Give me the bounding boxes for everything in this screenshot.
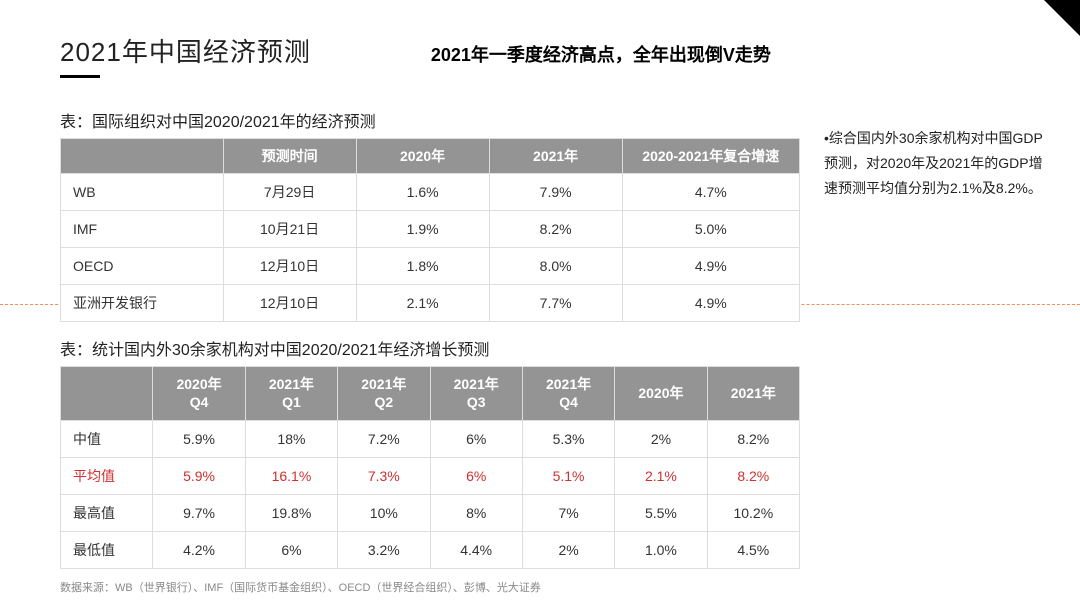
table-cell: 7.7% (489, 285, 622, 322)
table-cell: 6% (430, 457, 522, 494)
table-cell: 9.7% (153, 494, 245, 531)
main-row: 表：国际组织对中国2020/2021年的经济预测 预测时间 2020年 2021… (60, 94, 1040, 595)
table-cell: 4.5% (707, 531, 799, 568)
table-cell: 4.4% (430, 531, 522, 568)
table-cell: 2.1% (356, 285, 489, 322)
table-cell: WB (61, 174, 224, 211)
table-cell: 5.9% (153, 457, 245, 494)
table-cell: 10% (338, 494, 430, 531)
table-cell: IMF (61, 211, 224, 248)
table-cell: 19.8% (245, 494, 337, 531)
table-cell: 中值 (61, 420, 153, 457)
table-cell: 1.9% (356, 211, 489, 248)
table-cell: 6% (430, 420, 522, 457)
table-cell: 7.2% (338, 420, 430, 457)
table-cell: 18% (245, 420, 337, 457)
table-row: 最低值4.2%6%3.2%4.4%2%1.0%4.5% (61, 531, 800, 568)
table-cell: 10月21日 (223, 211, 356, 248)
page-title: 2021年中国经济预测 (60, 32, 311, 69)
table-cell: 7.9% (489, 174, 622, 211)
table1-col-3: 2021年 (489, 139, 622, 174)
table1-body: WB7月29日1.6%7.9%4.7%IMF10月21日1.9%8.2%5.0%… (61, 174, 800, 322)
table2: 2020年Q42021年Q12021年Q22021年Q32021年Q42020年… (60, 366, 800, 568)
table-cell: 1.0% (615, 531, 707, 568)
table2-col-0 (61, 367, 153, 420)
table-cell: 4.9% (622, 285, 799, 322)
table-row: 平均值5.9%16.1%7.3%6%5.1%2.1%8.2% (61, 457, 800, 494)
table2-col-2: 2021年Q1 (245, 367, 337, 420)
table-cell: 8.2% (489, 211, 622, 248)
table1-col-4: 2020-2021年复合增速 (622, 139, 799, 174)
table-cell: 16.1% (245, 457, 337, 494)
table-row: IMF10月21日1.9%8.2%5.0% (61, 211, 800, 248)
table-cell: 8% (430, 494, 522, 531)
table-cell: 8.0% (489, 248, 622, 285)
table2-col-1: 2020年Q4 (153, 367, 245, 420)
slide: 2021年中国经济预测 2021年一季度经济高点，全年出现倒V走势 表：国际组织… (0, 0, 1080, 608)
table-cell: 10.2% (707, 494, 799, 531)
table-row: 中值5.9%18%7.2%6%5.3%2%8.2% (61, 420, 800, 457)
table-cell: 8.2% (707, 420, 799, 457)
table1: 预测时间 2020年 2021年 2020-2021年复合增速 WB7月29日1… (60, 138, 800, 322)
subtitle: 2021年一季度经济高点，全年出现倒V走势 (431, 41, 771, 67)
table-cell: 12月10日 (223, 285, 356, 322)
table-cell: 6% (245, 531, 337, 568)
table-cell: 7月29日 (223, 174, 356, 211)
table-cell: 7.3% (338, 457, 430, 494)
table-cell: 3.2% (338, 531, 430, 568)
table-cell: 4.2% (153, 531, 245, 568)
table-cell: 12月10日 (223, 248, 356, 285)
table-cell: 2.1% (615, 457, 707, 494)
table1-col-0 (61, 139, 224, 174)
table-cell: 4.9% (622, 248, 799, 285)
table-cell: 5.9% (153, 420, 245, 457)
title-group: 2021年中国经济预测 (60, 32, 311, 78)
table-cell: 2% (615, 420, 707, 457)
table-cell: 亚洲开发银行 (61, 285, 224, 322)
table-row: OECD12月10日1.8%8.0%4.9% (61, 248, 800, 285)
table-cell: 5.3% (522, 420, 614, 457)
table1-caption: 表：国际组织对中国2020/2021年的经济预测 (60, 108, 800, 132)
table-cell: 4.7% (622, 174, 799, 211)
table2-caption: 表：统计国内外30余家机构对中国2020/2021年经济增长预测 (60, 336, 800, 360)
table-cell: 7% (522, 494, 614, 531)
title-underline (60, 75, 100, 78)
table2-head: 2020年Q42021年Q12021年Q22021年Q32021年Q42020年… (61, 367, 800, 420)
side-note-text: 综合国内外30余家机构对中国GDP预测，对2020年及2021年的GDP增速预测… (824, 130, 1043, 196)
title-block: 2021年中国经济预测 2021年一季度经济高点，全年出现倒V走势 (60, 32, 1040, 78)
table-cell: 5.1% (522, 457, 614, 494)
table-cell: 5.0% (622, 211, 799, 248)
corner-triangle (1044, 0, 1080, 36)
table2-col-5: 2021年Q4 (522, 367, 614, 420)
side-note: 综合国内外30余家机构对中国GDP预测，对2020年及2021年的GDP增速预测… (824, 94, 1054, 202)
table1-head: 预测时间 2020年 2021年 2020-2021年复合增速 (61, 139, 800, 174)
table2-col-4: 2021年Q3 (430, 367, 522, 420)
table-cell: 8.2% (707, 457, 799, 494)
table-cell: 最高值 (61, 494, 153, 531)
table-cell: 5.5% (615, 494, 707, 531)
table-cell: 1.8% (356, 248, 489, 285)
table-cell: 1.6% (356, 174, 489, 211)
table-cell: 2% (522, 531, 614, 568)
table2-body: 中值5.9%18%7.2%6%5.3%2%8.2%平均值5.9%16.1%7.3… (61, 420, 800, 568)
table2-col-7: 2021年 (707, 367, 799, 420)
table-cell: 平均值 (61, 457, 153, 494)
table2-col-6: 2020年 (615, 367, 707, 420)
table1-col-1: 预测时间 (223, 139, 356, 174)
table-cell: 最低值 (61, 531, 153, 568)
table-row: WB7月29日1.6%7.9%4.7% (61, 174, 800, 211)
table1-col-2: 2020年 (356, 139, 489, 174)
table-cell: OECD (61, 248, 224, 285)
table2-col-3: 2021年Q2 (338, 367, 430, 420)
source-line: 数据来源：WB（世界银行）、IMF（国际货币基金组织）、OECD（世界经合组织）… (60, 579, 800, 595)
table-row: 最高值9.7%19.8%10%8%7%5.5%10.2% (61, 494, 800, 531)
table-row: 亚洲开发银行12月10日2.1%7.7%4.9% (61, 285, 800, 322)
tables-column: 表：国际组织对中国2020/2021年的经济预测 预测时间 2020年 2021… (60, 94, 800, 595)
